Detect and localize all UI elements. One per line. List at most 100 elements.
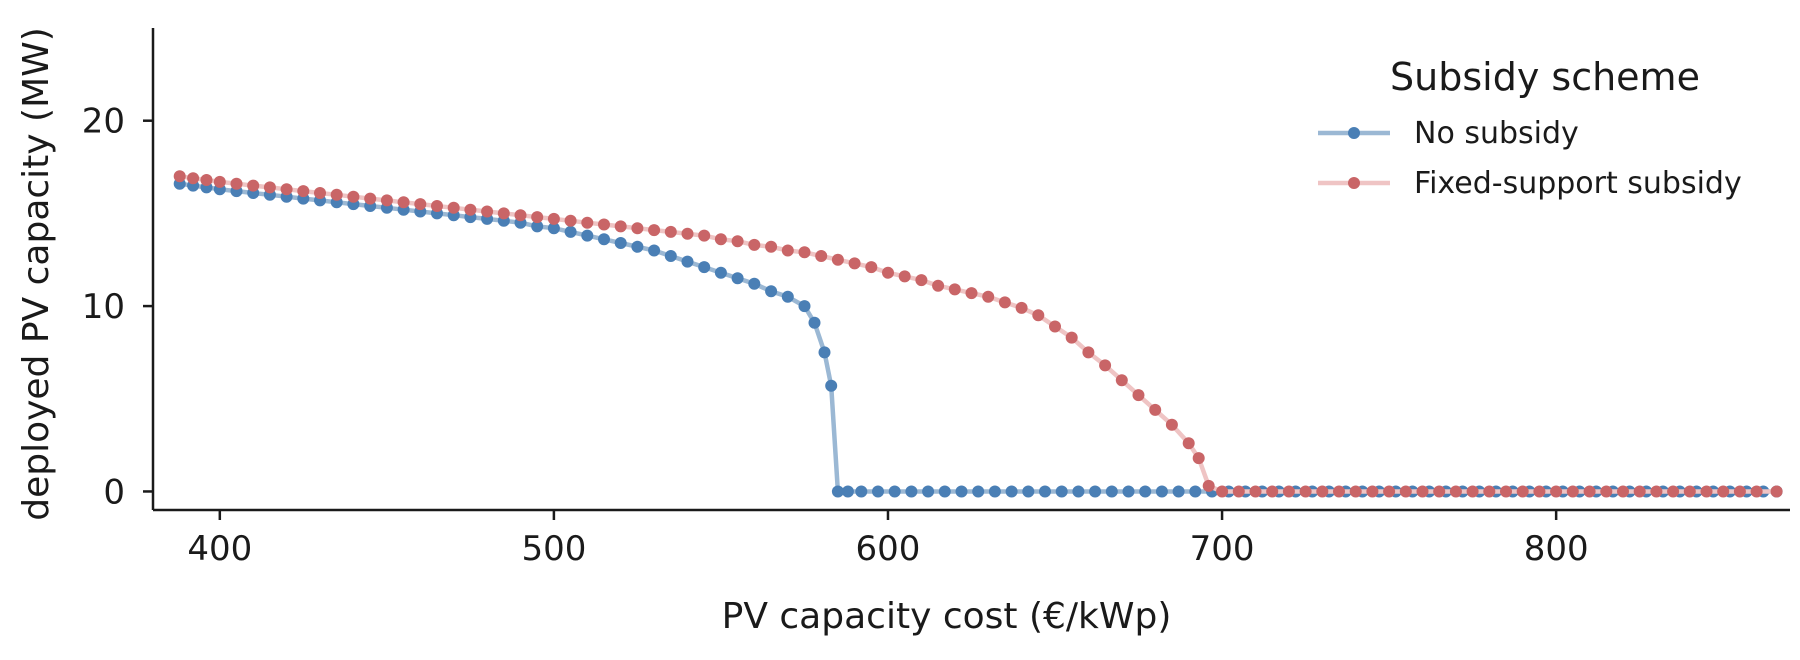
data-point xyxy=(631,240,644,253)
data-point xyxy=(648,244,661,257)
legend-label: Fixed-support subsidy xyxy=(1414,166,1742,201)
data-point xyxy=(1583,485,1596,498)
data-point xyxy=(1005,485,1018,498)
data-point xyxy=(431,200,443,212)
data-point xyxy=(598,218,610,231)
data-point xyxy=(855,485,868,498)
data-point xyxy=(872,485,884,498)
legend-item: No subsidy xyxy=(1318,116,1579,151)
legend-items: No subsidy Fixed-support subsidy xyxy=(1318,116,1742,201)
x-tick-label: 500 xyxy=(521,529,586,569)
data-point xyxy=(818,346,831,359)
x-ticks: 400 500 600 700 800 xyxy=(187,510,1589,569)
data-point xyxy=(1483,485,1496,498)
data-point xyxy=(614,237,627,249)
data-point xyxy=(1032,309,1045,322)
data-point xyxy=(1105,485,1118,498)
data-point xyxy=(631,222,644,235)
data-point xyxy=(1249,485,1262,498)
data-point xyxy=(731,235,744,248)
data-point xyxy=(922,485,935,498)
data-point xyxy=(731,272,744,285)
data-point xyxy=(314,187,326,199)
series-layer xyxy=(173,170,1783,498)
data-point xyxy=(798,246,811,259)
data-point xyxy=(765,285,778,298)
data-point xyxy=(1433,485,1446,498)
y-tick-label: 10 xyxy=(82,287,125,327)
data-point xyxy=(1015,301,1028,314)
data-point xyxy=(1617,485,1629,498)
data-point xyxy=(698,261,711,274)
data-point xyxy=(1165,418,1178,431)
data-point xyxy=(564,225,577,238)
legend: Subsidy scheme No subsidy Fixed-support s… xyxy=(1318,55,1742,201)
data-point xyxy=(1566,485,1579,498)
data-point xyxy=(1449,485,1462,498)
data-point xyxy=(297,185,310,198)
data-point xyxy=(932,279,945,292)
data-point xyxy=(1633,485,1646,498)
data-point xyxy=(581,216,594,229)
data-point xyxy=(364,192,377,205)
data-point xyxy=(841,485,854,498)
data-point xyxy=(1022,485,1035,498)
x-tick-label: 700 xyxy=(1190,529,1255,569)
data-point xyxy=(230,177,243,190)
data-point xyxy=(825,379,838,392)
data-point xyxy=(948,283,961,296)
data-point xyxy=(898,270,911,283)
data-point xyxy=(581,229,594,242)
data-point xyxy=(1182,437,1195,450)
data-point xyxy=(781,244,794,257)
data-point xyxy=(380,194,393,207)
data-point xyxy=(865,261,878,274)
legend-item: Fixed-support subsidy xyxy=(1318,166,1742,201)
data-point xyxy=(187,172,200,185)
data-point xyxy=(481,205,494,218)
legend-label: No subsidy xyxy=(1414,116,1579,151)
data-point xyxy=(1039,485,1051,498)
data-point xyxy=(808,316,821,329)
data-point xyxy=(1750,485,1763,498)
data-point xyxy=(464,203,477,216)
data-point xyxy=(781,290,794,303)
data-point xyxy=(547,212,560,225)
data-point xyxy=(1172,485,1185,498)
legend-title: Subsidy scheme xyxy=(1390,55,1700,99)
data-point xyxy=(972,485,985,498)
data-point xyxy=(598,233,610,246)
data-point xyxy=(280,183,293,196)
series-no-subsidy xyxy=(173,177,1783,498)
data-point xyxy=(938,485,951,498)
data-point xyxy=(765,240,778,253)
data-point xyxy=(664,225,677,238)
data-point xyxy=(831,253,844,266)
data-point xyxy=(1717,485,1730,498)
data-point xyxy=(531,211,544,224)
data-point xyxy=(988,485,1001,498)
y-ticks: 0 10 20 xyxy=(82,102,153,512)
data-point xyxy=(998,296,1011,309)
data-point xyxy=(1533,485,1546,498)
data-point xyxy=(664,250,677,262)
data-point xyxy=(1232,485,1245,498)
data-point xyxy=(815,250,828,262)
data-point xyxy=(905,485,918,498)
y-tick-label: 20 xyxy=(82,102,125,142)
data-point xyxy=(1216,485,1229,498)
data-point xyxy=(1667,485,1680,498)
data-point xyxy=(1155,485,1168,498)
data-point xyxy=(1266,485,1279,498)
data-point xyxy=(748,238,761,251)
data-point xyxy=(1282,485,1295,498)
data-point xyxy=(497,207,510,220)
data-point xyxy=(1700,485,1713,498)
x-tick-label: 400 xyxy=(187,529,252,569)
data-point xyxy=(1316,485,1329,498)
data-point xyxy=(1099,359,1112,372)
data-point xyxy=(798,300,811,313)
y-tick-label: 0 xyxy=(103,472,125,512)
legend-marker xyxy=(1348,127,1360,139)
